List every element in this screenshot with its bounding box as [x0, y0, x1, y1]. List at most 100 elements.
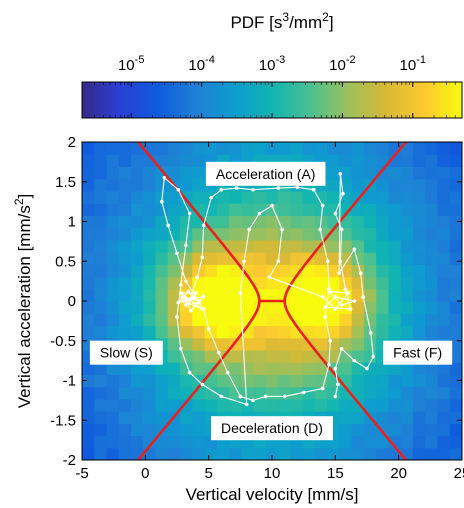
heatmap-cell — [425, 386, 439, 400]
heatmap-cell — [437, 325, 451, 339]
heatmap-cell — [327, 398, 341, 412]
heatmap-cell — [363, 227, 377, 241]
heatmap-cell — [278, 325, 291, 339]
heatmap-cell — [131, 411, 144, 424]
heatmap-cell — [253, 264, 267, 278]
heatmap-cell — [302, 215, 316, 229]
trajectory-point — [365, 366, 369, 371]
heatmap-cell — [216, 374, 230, 388]
heatmap-cell — [363, 190, 377, 204]
y-tick-label: 1.5 — [55, 174, 76, 191]
region-label: Fast (F) — [383, 340, 453, 365]
heatmap-cell — [118, 276, 132, 290]
heatmap-cell — [131, 313, 144, 327]
heatmap-cell — [241, 362, 255, 375]
trajectory-point — [186, 289, 191, 294]
trajectory-point — [209, 195, 213, 200]
heatmap-cell — [437, 313, 451, 327]
heatmap-cell — [82, 239, 95, 253]
trajectory-point — [234, 186, 239, 190]
heatmap-cell — [216, 398, 230, 412]
heatmap-cell — [278, 215, 291, 229]
trajectory-point — [276, 259, 281, 264]
heatmap-cell — [229, 215, 242, 229]
heatmap-cell — [180, 313, 193, 327]
heatmap-cell — [131, 386, 144, 400]
heatmap-cell — [94, 203, 108, 216]
heatmap-cell — [449, 435, 462, 449]
heatmap-cell — [327, 313, 341, 327]
heatmap-cell — [400, 411, 414, 424]
heatmap-cell — [82, 252, 95, 265]
heatmap-cell — [155, 215, 169, 229]
heatmap-cell — [351, 301, 365, 314]
heatmap-cell — [253, 398, 267, 412]
heatmap-cell — [82, 447, 95, 460]
heatmap-cell — [376, 264, 390, 278]
heatmap-cell — [449, 154, 462, 168]
heatmap-cell — [363, 154, 377, 168]
heatmap-cell — [400, 154, 414, 168]
heatmap-cell — [449, 398, 462, 412]
region-boundary — [136, 142, 408, 460]
trajectory-point — [179, 291, 183, 295]
heatmap-cell — [278, 142, 291, 155]
heatmap-cell — [106, 142, 120, 155]
heatmap-cell — [290, 252, 304, 265]
heatmap-cell — [106, 374, 120, 388]
heatmap-cell — [241, 142, 255, 155]
heatmap-cell — [167, 264, 181, 278]
heatmap-cell — [388, 386, 402, 400]
heatmap-cell — [155, 435, 169, 449]
trajectory-point — [267, 275, 272, 279]
heatmap-cell — [94, 398, 108, 412]
heatmap-cell — [131, 227, 144, 241]
heatmap-cell — [351, 362, 365, 375]
heatmap-cell — [229, 301, 242, 314]
heatmap-cell — [327, 166, 341, 180]
heatmap-cell — [131, 374, 144, 388]
heatmap-cell — [167, 337, 181, 351]
heatmap-cell — [425, 178, 439, 192]
trajectory-point — [200, 382, 205, 387]
heatmap-cell — [106, 239, 120, 253]
heatmap-cell — [449, 313, 462, 327]
heatmap-cell — [376, 166, 390, 180]
heatmap-cell — [155, 362, 169, 375]
heatmap-cell — [437, 190, 451, 204]
heatmap-cell — [106, 264, 120, 278]
heatmap-cell — [204, 227, 218, 241]
trajectory-point — [352, 247, 357, 252]
heatmap-cell — [192, 166, 206, 180]
trajectory-point — [201, 294, 206, 299]
heatmap-cell — [216, 276, 230, 290]
heatmap-cell — [363, 349, 377, 363]
heatmap-cell — [82, 190, 95, 204]
heatmap-cell — [253, 276, 267, 290]
heatmap-cell — [167, 325, 181, 339]
heatmap-cell — [94, 301, 108, 314]
heatmap-cell — [425, 398, 439, 412]
y-tick-label: -1.5 — [50, 412, 76, 429]
heatmap-cell — [437, 435, 451, 449]
heatmap-cell — [437, 301, 451, 314]
heatmap-cell — [400, 227, 414, 241]
colorbar-ticks — [81, 82, 463, 118]
heatmap-cell — [351, 264, 365, 278]
x-tick-label: 5 — [204, 465, 212, 482]
trajectory-point — [238, 291, 243, 295]
heatmap-cell — [265, 447, 279, 460]
heatmap-cell — [388, 423, 402, 437]
heatmap-cell — [241, 227, 255, 241]
region-label: Deceleration (D) — [211, 416, 333, 441]
trajectory-point — [333, 394, 338, 399]
heatmap-cell — [106, 215, 120, 229]
heatmap-cell — [253, 239, 267, 253]
heatmap-cell — [131, 178, 144, 192]
heatmap-cell — [425, 313, 439, 327]
heatmap-cell — [388, 215, 402, 229]
heatmap-cell — [400, 374, 414, 388]
trajectory-point — [219, 187, 224, 192]
heatmap-cell — [167, 423, 181, 437]
heatmap-cell — [302, 190, 316, 204]
